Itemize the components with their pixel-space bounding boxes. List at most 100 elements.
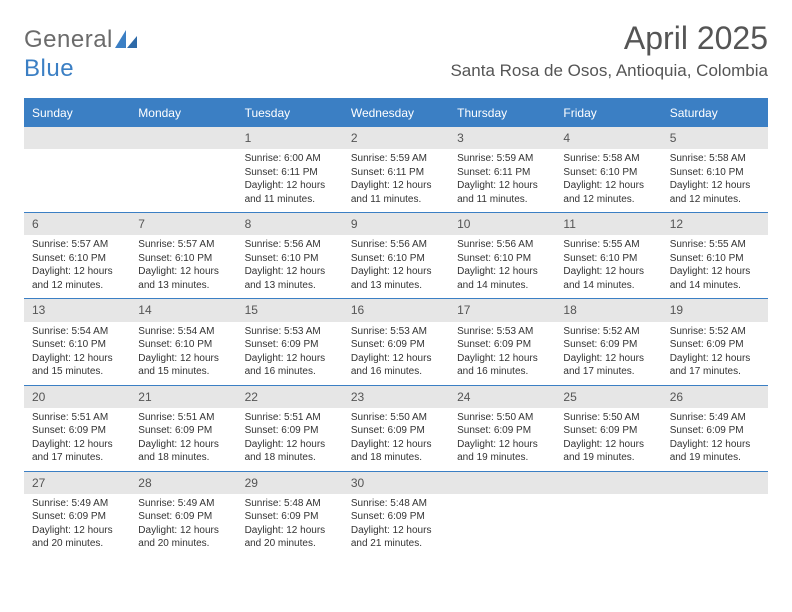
day-body: Sunrise: 5:55 AMSunset: 6:10 PMDaylight:… [662,235,768,298]
sunset-text: Sunset: 6:10 PM [32,338,122,352]
daylight-line2: and 11 minutes. [245,193,335,207]
sunrise-text: Sunrise: 5:49 AM [32,497,122,511]
sunrise-text: Sunrise: 5:48 AM [245,497,335,511]
daylight-line2: and 14 minutes. [670,279,760,293]
day-number: 6 [24,213,130,235]
weekday-header-row: SundayMondayTuesdayWednesdayThursdayFrid… [24,100,768,126]
calendar-day: 30Sunrise: 5:48 AMSunset: 6:09 PMDayligh… [343,472,449,557]
day-number: 5 [662,127,768,149]
day-number: 28 [130,472,236,494]
day-body: Sunrise: 5:49 AMSunset: 6:09 PMDaylight:… [130,494,236,557]
sunrise-text: Sunrise: 6:00 AM [245,152,335,166]
sunrise-text: Sunrise: 5:53 AM [245,325,335,339]
day-body: Sunrise: 5:48 AMSunset: 6:09 PMDaylight:… [237,494,343,557]
daylight-line2: and 17 minutes. [670,365,760,379]
sunrise-text: Sunrise: 5:56 AM [245,238,335,252]
daylight-line1: Daylight: 12 hours [670,438,760,452]
calendar-day: 22Sunrise: 5:51 AMSunset: 6:09 PMDayligh… [237,386,343,471]
sunrise-text: Sunrise: 5:54 AM [32,325,122,339]
daylight-line1: Daylight: 12 hours [670,265,760,279]
sunrise-text: Sunrise: 5:53 AM [351,325,441,339]
weekday-header: Friday [555,100,661,126]
daylight-line1: Daylight: 12 hours [563,179,653,193]
day-number: 9 [343,213,449,235]
daylight-line2: and 18 minutes. [245,451,335,465]
day-number: 12 [662,213,768,235]
calendar-day: 8Sunrise: 5:56 AMSunset: 6:10 PMDaylight… [237,213,343,298]
calendar-day: 2Sunrise: 5:59 AMSunset: 6:11 PMDaylight… [343,127,449,212]
day-body: Sunrise: 5:59 AMSunset: 6:11 PMDaylight:… [343,149,449,212]
day-number: 21 [130,386,236,408]
day-body: Sunrise: 5:55 AMSunset: 6:10 PMDaylight:… [555,235,661,298]
calendar-week: 1Sunrise: 6:00 AMSunset: 6:11 PMDaylight… [24,126,768,212]
sunrise-text: Sunrise: 5:49 AM [670,411,760,425]
daylight-line2: and 19 minutes. [563,451,653,465]
daylight-line2: and 12 minutes. [563,193,653,207]
calendar-week: 27Sunrise: 5:49 AMSunset: 6:09 PMDayligh… [24,471,768,557]
sunset-text: Sunset: 6:10 PM [138,252,228,266]
sunrise-text: Sunrise: 5:56 AM [457,238,547,252]
sunset-text: Sunset: 6:09 PM [670,424,760,438]
sunrise-text: Sunrise: 5:50 AM [351,411,441,425]
daylight-line2: and 18 minutes. [351,451,441,465]
weekday-header: Tuesday [237,100,343,126]
daylight-line1: Daylight: 12 hours [351,265,441,279]
sunset-text: Sunset: 6:09 PM [245,510,335,524]
sunset-text: Sunset: 6:10 PM [563,252,653,266]
sunrise-text: Sunrise: 5:48 AM [351,497,441,511]
calendar-day: 16Sunrise: 5:53 AMSunset: 6:09 PMDayligh… [343,299,449,384]
daylight-line1: Daylight: 12 hours [351,179,441,193]
day-number: 11 [555,213,661,235]
sunset-text: Sunset: 6:09 PM [245,424,335,438]
daylight-line1: Daylight: 12 hours [32,352,122,366]
sunset-text: Sunset: 6:10 PM [670,252,760,266]
weekday-header: Monday [130,100,236,126]
day-body: Sunrise: 5:54 AMSunset: 6:10 PMDaylight:… [24,322,130,385]
daylight-line2: and 11 minutes. [457,193,547,207]
day-number: 24 [449,386,555,408]
daylight-line1: Daylight: 12 hours [245,524,335,538]
location-text: Santa Rosa de Osos, Antioquia, Colombia [450,61,768,81]
sunset-text: Sunset: 6:10 PM [563,166,653,180]
daylight-line1: Daylight: 12 hours [245,438,335,452]
day-number: 10 [449,213,555,235]
day-body [449,494,555,554]
daylight-line2: and 13 minutes. [138,279,228,293]
sunrise-text: Sunrise: 5:55 AM [563,238,653,252]
calendar-day: 4Sunrise: 5:58 AMSunset: 6:10 PMDaylight… [555,127,661,212]
daylight-line1: Daylight: 12 hours [138,352,228,366]
sunset-text: Sunset: 6:09 PM [563,424,653,438]
sunrise-text: Sunrise: 5:59 AM [457,152,547,166]
sunset-text: Sunset: 6:11 PM [457,166,547,180]
sunset-text: Sunset: 6:09 PM [245,338,335,352]
calendar-day-empty [555,472,661,557]
day-number: 25 [555,386,661,408]
daylight-line1: Daylight: 12 hours [351,438,441,452]
sunset-text: Sunset: 6:09 PM [138,424,228,438]
calendar-day: 12Sunrise: 5:55 AMSunset: 6:10 PMDayligh… [662,213,768,298]
calendar-day-empty [449,472,555,557]
brand-logo: General Blue [24,26,137,83]
daylight-line1: Daylight: 12 hours [245,265,335,279]
title-block: April 2025 Santa Rosa de Osos, Antioquia… [450,20,768,81]
calendar-day: 29Sunrise: 5:48 AMSunset: 6:09 PMDayligh… [237,472,343,557]
day-number: 16 [343,299,449,321]
calendar-day: 21Sunrise: 5:51 AMSunset: 6:09 PMDayligh… [130,386,236,471]
day-body: Sunrise: 5:58 AMSunset: 6:10 PMDaylight:… [555,149,661,212]
daylight-line1: Daylight: 12 hours [32,265,122,279]
day-body: Sunrise: 5:57 AMSunset: 6:10 PMDaylight:… [24,235,130,298]
calendar-day: 14Sunrise: 5:54 AMSunset: 6:10 PMDayligh… [130,299,236,384]
calendar-day: 6Sunrise: 5:57 AMSunset: 6:10 PMDaylight… [24,213,130,298]
day-body [130,149,236,209]
day-body: Sunrise: 5:51 AMSunset: 6:09 PMDaylight:… [237,408,343,471]
sunset-text: Sunset: 6:10 PM [670,166,760,180]
page-title: April 2025 [450,20,768,57]
day-body: Sunrise: 6:00 AMSunset: 6:11 PMDaylight:… [237,149,343,212]
day-body: Sunrise: 5:51 AMSunset: 6:09 PMDaylight:… [130,408,236,471]
daylight-line1: Daylight: 12 hours [138,265,228,279]
day-number: 22 [237,386,343,408]
header: General Blue April 2025 Santa Rosa de Os… [0,0,792,98]
daylight-line2: and 17 minutes. [563,365,653,379]
calendar-day: 20Sunrise: 5:51 AMSunset: 6:09 PMDayligh… [24,386,130,471]
day-number: 27 [24,472,130,494]
